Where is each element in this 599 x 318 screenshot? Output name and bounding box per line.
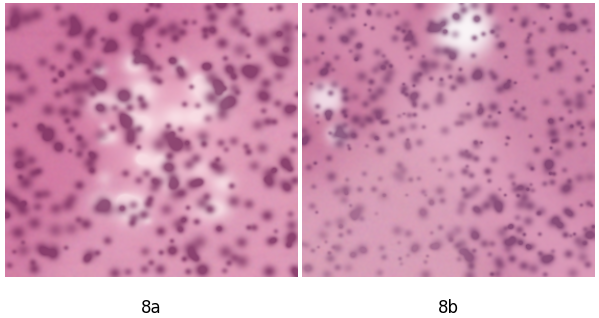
Text: 8a: 8a xyxy=(141,299,161,317)
Text: 8b: 8b xyxy=(437,299,459,317)
